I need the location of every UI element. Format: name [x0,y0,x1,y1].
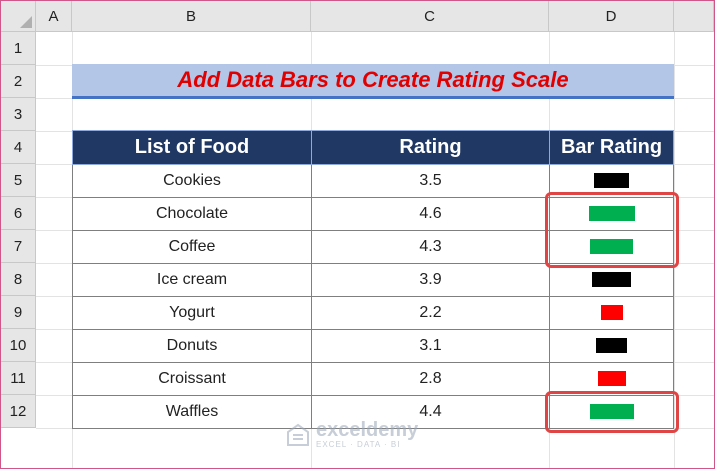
data-bar [590,239,633,255]
data-bar [592,272,631,288]
food-cell[interactable]: Croissant [72,362,312,396]
food-cell[interactable]: Waffles [72,395,312,429]
gridline-vertical [674,32,675,468]
rating-cell[interactable]: 3.9 [311,263,550,297]
table-row: Waffles 4.4 [72,395,674,429]
bar-cell[interactable] [549,395,674,429]
bar-cell[interactable] [549,230,674,264]
rating-cell[interactable]: 4.6 [311,197,550,231]
data-bar [594,173,629,189]
food-cell[interactable]: Ice cream [72,263,312,297]
table-row: Yogurt 2.2 [72,296,674,330]
watermark-tagline: EXCEL · DATA · BI [316,440,401,449]
column-header-a[interactable]: A [36,1,72,32]
table-row: Croissant 2.8 [72,362,674,396]
row-header-2[interactable]: 2 [1,65,36,98]
row-header-4[interactable]: 4 [1,131,36,164]
food-cell[interactable]: Coffee [72,230,312,264]
bar-cell[interactable] [549,296,674,330]
food-cell[interactable]: Yogurt [72,296,312,330]
row-header-10[interactable]: 10 [1,329,36,362]
table-row: Ice cream 3.9 [72,263,674,297]
bar-cell[interactable] [549,362,674,396]
gridline-horizontal [36,428,714,429]
table-header-row: List of Food Rating Bar Rating [72,130,674,165]
data-bar [596,338,627,354]
watermark-name: exceldemy [316,419,419,441]
row-header-3[interactable]: 3 [1,98,36,131]
column-header-b[interactable]: B [72,1,311,32]
highlight-box-waffles [545,391,679,433]
header-bar-rating[interactable]: Bar Rating [549,130,674,165]
select-all-button[interactable] [1,1,36,32]
table-row: Donuts 3.1 [72,329,674,363]
rating-cell[interactable]: 4.3 [311,230,550,264]
bar-cell[interactable] [549,197,674,231]
row-header-1[interactable]: 1 [1,32,36,65]
header-list-of-food[interactable]: List of Food [72,130,312,165]
row-header-7[interactable]: 7 [1,230,36,263]
column-header-c[interactable]: C [311,1,549,32]
header-rating[interactable]: Rating [311,130,550,165]
food-cell[interactable]: Donuts [72,329,312,363]
watermark: exceldemy EXCEL · DATA · BI [286,420,418,449]
column-header-d[interactable]: D [549,1,674,32]
select-all-icon [20,16,32,28]
table-row: Chocolate 4.6 [72,197,674,231]
row-header-6[interactable]: 6 [1,197,36,230]
exceldemy-logo-icon [287,423,309,446]
food-cell[interactable]: Cookies [72,164,312,198]
column-header-next[interactable] [674,1,714,32]
sheet-title[interactable]: Add Data Bars to Create Rating Scale [72,64,674,99]
table-row: Coffee 4.3 [72,230,674,264]
bar-cell[interactable] [549,263,674,297]
row-header-8[interactable]: 8 [1,263,36,296]
data-bar [600,305,623,321]
rating-cell[interactable]: 3.1 [311,329,550,363]
rating-cell[interactable]: 2.8 [311,362,550,396]
row-header-5[interactable]: 5 [1,164,36,197]
rating-cell[interactable]: 2.2 [311,296,550,330]
food-rating-table: List of Food Rating Bar Rating Cookies 3… [72,130,674,429]
rating-cell[interactable]: 3.5 [311,164,550,198]
row-header-11[interactable]: 11 [1,362,36,395]
food-cell[interactable]: Chocolate [72,197,312,231]
data-bar [588,206,635,222]
bar-cell[interactable] [549,329,674,363]
row-header-12[interactable]: 12 [1,395,36,428]
highlight-box-chocolate-coffee [545,192,679,268]
row-header-9[interactable]: 9 [1,296,36,329]
data-bar [589,404,634,420]
data-bar [597,371,626,387]
rating-cell[interactable]: 4.4 [311,395,550,429]
